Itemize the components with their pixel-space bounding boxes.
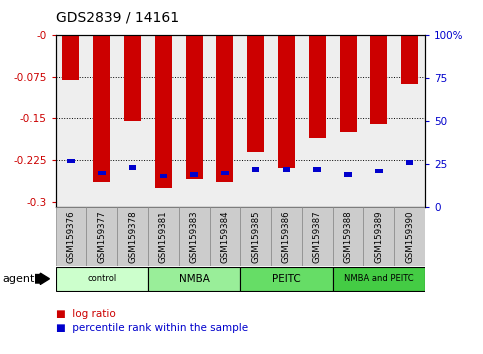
Bar bbox=[124, 35, 141, 121]
Bar bbox=[117, 207, 148, 266]
Bar bbox=[252, 167, 259, 172]
Bar bbox=[56, 207, 86, 266]
Bar bbox=[271, 207, 302, 266]
Bar bbox=[148, 267, 241, 291]
Text: GSM159377: GSM159377 bbox=[97, 210, 106, 263]
Bar bbox=[344, 172, 352, 177]
Text: GSM159389: GSM159389 bbox=[374, 210, 384, 263]
Bar bbox=[302, 207, 333, 266]
Text: GSM159387: GSM159387 bbox=[313, 210, 322, 263]
Bar bbox=[364, 207, 394, 266]
Bar bbox=[67, 159, 75, 163]
Text: GSM159390: GSM159390 bbox=[405, 210, 414, 263]
Text: GSM159385: GSM159385 bbox=[251, 210, 260, 263]
Bar bbox=[313, 167, 321, 172]
Text: NMBA: NMBA bbox=[179, 274, 210, 284]
FancyArrow shape bbox=[35, 273, 49, 285]
Text: GSM159384: GSM159384 bbox=[220, 210, 229, 263]
Text: GSM159388: GSM159388 bbox=[343, 210, 353, 263]
Text: PEITC: PEITC bbox=[272, 274, 301, 284]
Bar bbox=[56, 267, 148, 291]
Bar bbox=[240, 267, 333, 291]
Bar bbox=[401, 35, 418, 84]
Text: GSM159383: GSM159383 bbox=[190, 210, 199, 263]
Bar bbox=[62, 35, 79, 80]
Bar bbox=[278, 35, 295, 168]
Bar bbox=[216, 35, 233, 182]
Bar bbox=[179, 207, 210, 266]
Bar bbox=[375, 169, 383, 173]
Bar bbox=[159, 174, 167, 178]
Text: ■  percentile rank within the sample: ■ percentile rank within the sample bbox=[56, 323, 248, 333]
Bar bbox=[210, 207, 240, 266]
Bar bbox=[86, 207, 117, 266]
Text: GDS2839 / 14161: GDS2839 / 14161 bbox=[56, 11, 179, 25]
Bar bbox=[394, 207, 425, 266]
Text: agent: agent bbox=[2, 274, 35, 284]
Bar bbox=[155, 35, 172, 188]
Text: control: control bbox=[87, 274, 116, 283]
Text: GSM159378: GSM159378 bbox=[128, 210, 137, 263]
Bar bbox=[283, 167, 290, 172]
Bar bbox=[309, 35, 326, 138]
Text: GSM159386: GSM159386 bbox=[282, 210, 291, 263]
Bar bbox=[148, 207, 179, 266]
Bar bbox=[128, 165, 136, 170]
Bar bbox=[247, 35, 264, 152]
Text: GSM159381: GSM159381 bbox=[159, 210, 168, 263]
Bar bbox=[370, 35, 387, 124]
Bar bbox=[406, 160, 413, 165]
Text: GSM159376: GSM159376 bbox=[67, 210, 75, 263]
Bar bbox=[333, 267, 425, 291]
Bar bbox=[333, 207, 364, 266]
Bar bbox=[221, 171, 229, 175]
Text: NMBA and PEITC: NMBA and PEITC bbox=[344, 274, 413, 283]
Bar bbox=[185, 35, 202, 179]
Bar bbox=[93, 35, 110, 182]
Text: ■  log ratio: ■ log ratio bbox=[56, 309, 115, 319]
Bar bbox=[98, 171, 106, 175]
Bar bbox=[190, 172, 198, 177]
Bar bbox=[240, 207, 271, 266]
Bar bbox=[340, 35, 356, 132]
